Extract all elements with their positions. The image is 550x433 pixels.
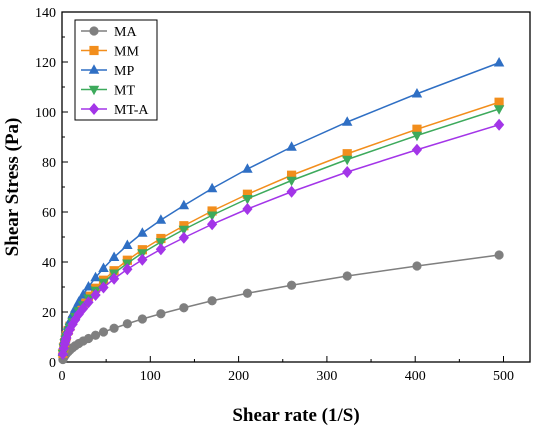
- legend-entry: MA: [81, 25, 137, 40]
- data-point: [493, 118, 505, 131]
- data-point: [286, 185, 297, 198]
- legend-entry: MT-A: [81, 102, 149, 118]
- data-point: [98, 281, 109, 294]
- y-tick-label: 40: [42, 256, 56, 271]
- data-point: [83, 296, 94, 309]
- data-point: [137, 253, 148, 266]
- legend-entry: MM: [81, 45, 139, 60]
- data-point: [137, 227, 148, 237]
- data-point: [493, 105, 505, 115]
- x-axis-title: Shear rate (1/S): [232, 405, 359, 426]
- data-point: [155, 214, 167, 224]
- data-point: [122, 263, 133, 276]
- data-point: [108, 272, 120, 285]
- x-tick-label: 400: [405, 369, 426, 384]
- data-point: [342, 271, 352, 281]
- data-point: [242, 163, 253, 173]
- legend-label: MP: [114, 64, 134, 79]
- series-line: [62, 101, 500, 354]
- data-point: [122, 239, 133, 249]
- data-point: [242, 202, 253, 216]
- data-point: [242, 195, 253, 205]
- data-point: [178, 225, 190, 236]
- legend-marker: [88, 85, 100, 96]
- data-point: [78, 302, 89, 315]
- data-point: [207, 296, 217, 306]
- data-point: [206, 182, 218, 193]
- y-tick-label: 100: [35, 106, 56, 121]
- y-tick-label: 80: [42, 156, 56, 171]
- x-axis: 0 100 200 300 400 500: [59, 356, 514, 384]
- y-tick-label: 20: [42, 306, 56, 321]
- x-tick-label: 500: [493, 369, 514, 384]
- data-point: [286, 176, 297, 187]
- legend-label: MA: [114, 25, 137, 40]
- legend-marker: [89, 26, 99, 36]
- x-tick-label: 300: [316, 369, 337, 384]
- y-tick-label: 140: [35, 6, 56, 21]
- data-point: [242, 288, 253, 298]
- legend-label: MT-A: [114, 103, 149, 118]
- data-point: [109, 323, 119, 333]
- legend-marker: [89, 45, 99, 56]
- data-point: [156, 309, 166, 319]
- data-point: [178, 199, 190, 210]
- data-point: [342, 165, 353, 179]
- x-tick-label: 100: [140, 369, 161, 384]
- data-point: [494, 250, 504, 260]
- series-mm: [58, 97, 504, 358]
- data-point: [179, 303, 189, 313]
- data-point: [411, 87, 423, 98]
- legend-label: MM: [114, 45, 139, 60]
- data-point: [206, 211, 218, 222]
- data-point: [411, 131, 423, 142]
- legend-label: MT: [114, 84, 135, 99]
- legend-marker: [88, 102, 100, 116]
- data-point: [90, 288, 101, 302]
- data-point: [98, 262, 109, 272]
- x-tick-label: 200: [228, 369, 249, 384]
- y-axis: 0 20 40 60 80 100 120 140: [35, 6, 68, 371]
- data-point: [108, 251, 120, 261]
- legend-entry: MP: [81, 64, 134, 79]
- data-point: [83, 280, 94, 291]
- data-point: [341, 116, 353, 126]
- y-tick-label: 60: [42, 206, 56, 221]
- data-point: [341, 155, 353, 166]
- y-axis-title: Shear Stress (Pa): [2, 118, 23, 257]
- series-layer: [57, 56, 505, 365]
- data-point: [206, 218, 218, 231]
- data-point: [155, 243, 167, 256]
- data-point: [98, 327, 109, 337]
- data-point: [155, 238, 167, 248]
- data-point: [178, 231, 189, 244]
- legend-marker: [88, 64, 100, 74]
- data-point: [286, 280, 297, 290]
- y-tick-label: 0: [49, 356, 56, 371]
- data-point: [411, 143, 423, 156]
- data-point: [412, 261, 422, 271]
- series-mt-a: [57, 118, 505, 361]
- x-tick-label: 0: [59, 369, 66, 384]
- data-point: [90, 330, 101, 340]
- data-point: [493, 56, 505, 67]
- series-line: [62, 108, 500, 354]
- data-point: [122, 319, 132, 329]
- y-tick-label: 120: [35, 56, 56, 71]
- legend-entry: MT: [81, 84, 135, 99]
- legend: MA MM MP MT MT-A: [74, 19, 158, 121]
- data-point: [286, 141, 297, 151]
- data-point: [90, 271, 101, 282]
- data-point: [137, 314, 147, 324]
